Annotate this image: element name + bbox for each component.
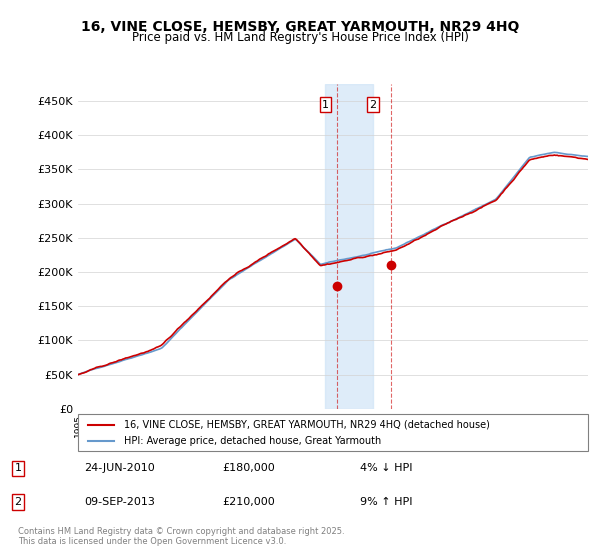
Text: £210,000: £210,000 xyxy=(222,497,275,507)
Text: 09-SEP-2013: 09-SEP-2013 xyxy=(84,497,155,507)
Bar xyxy=(325,84,373,409)
Text: 16, VINE CLOSE, HEMSBY, GREAT YARMOUTH, NR29 4HQ (detached house): 16, VINE CLOSE, HEMSBY, GREAT YARMOUTH, … xyxy=(124,419,490,430)
Text: Price paid vs. HM Land Registry's House Price Index (HPI): Price paid vs. HM Land Registry's House … xyxy=(131,31,469,44)
Text: £180,000: £180,000 xyxy=(222,463,275,473)
Text: Contains HM Land Registry data © Crown copyright and database right 2025.
This d: Contains HM Land Registry data © Crown c… xyxy=(18,526,344,546)
Text: 1: 1 xyxy=(14,463,22,473)
Text: 24-JUN-2010: 24-JUN-2010 xyxy=(84,463,155,473)
Text: 1: 1 xyxy=(322,100,329,110)
Text: 9% ↑ HPI: 9% ↑ HPI xyxy=(360,497,413,507)
Text: 2: 2 xyxy=(14,497,22,507)
Text: 4% ↓ HPI: 4% ↓ HPI xyxy=(360,463,413,473)
Text: 16, VINE CLOSE, HEMSBY, GREAT YARMOUTH, NR29 4HQ: 16, VINE CLOSE, HEMSBY, GREAT YARMOUTH, … xyxy=(81,20,519,34)
Text: 2: 2 xyxy=(369,100,376,110)
FancyBboxPatch shape xyxy=(78,414,588,451)
Text: HPI: Average price, detached house, Great Yarmouth: HPI: Average price, detached house, Grea… xyxy=(124,436,381,446)
